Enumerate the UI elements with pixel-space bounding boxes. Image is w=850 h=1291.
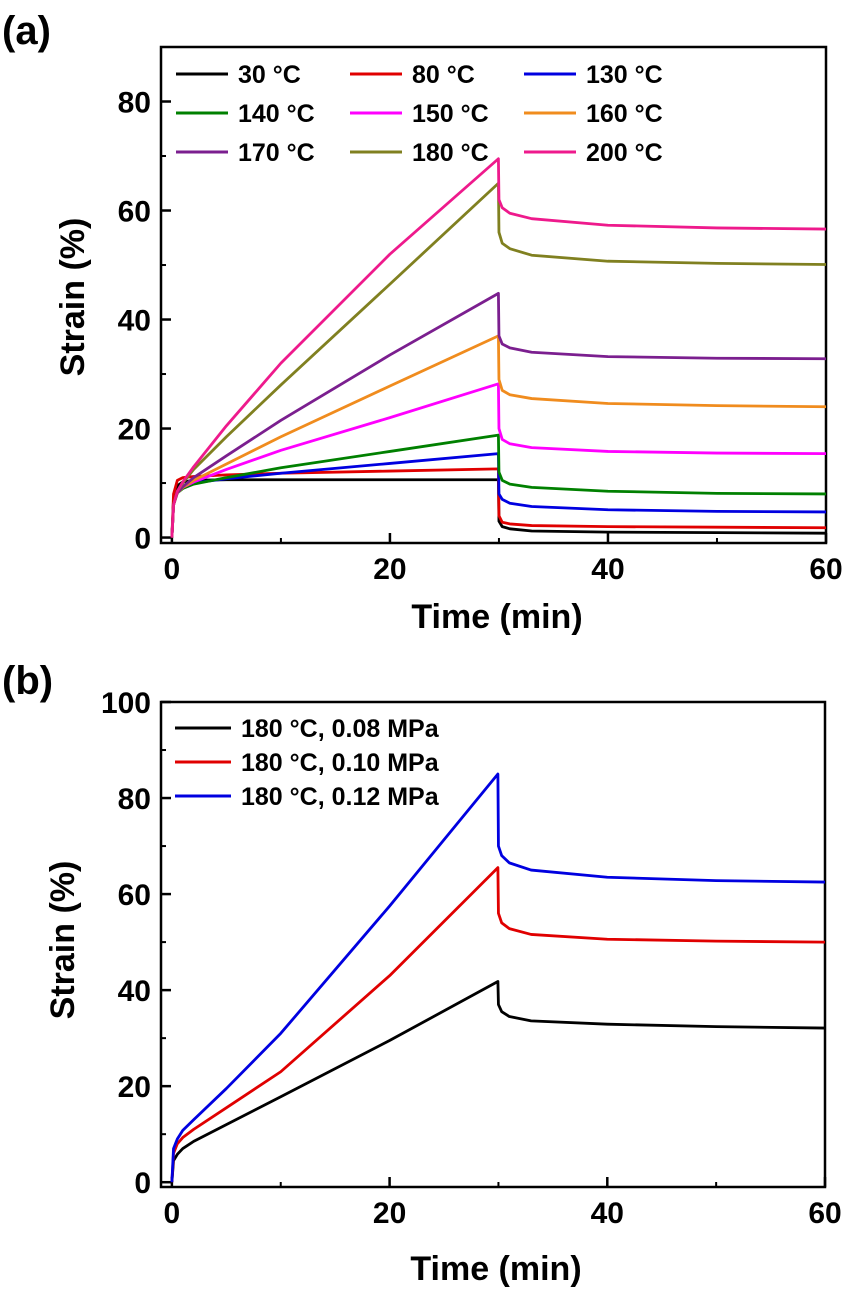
- legend-label-b-2: 180 °C, 0.12 MPa: [241, 783, 440, 811]
- x-tick-label-a: 60: [809, 553, 842, 586]
- y-tick-label-b: 40: [118, 975, 151, 1008]
- panel-b: (b) 0 20 40 60 0 20 40 60 80 100 180 °C, 0.08 MPa 1…: [2, 659, 842, 1288]
- legend-label-b-1: 180 °C, 0.10 MPa: [241, 749, 440, 777]
- y-tick-label-b: 80: [118, 783, 151, 816]
- x-tick-label-a: 0: [164, 553, 181, 586]
- x-tick-label-b: 40: [591, 1197, 624, 1230]
- series-line-b-0: [170, 980, 826, 1183]
- panel-b-ylabel: Strain (%): [44, 861, 82, 1020]
- y-tick-label-a: 0: [134, 523, 151, 556]
- panel-a: (a) 0 20 40 60 0 20 40 60 80 30 °C 80 °C 130 °C 140 …: [2, 9, 843, 636]
- legend-label-a-0: 30 °C: [238, 61, 301, 89]
- legend-label-b-0: 180 °C, 0.08 MPa: [241, 715, 440, 743]
- legend-label-a-5: 160 °C: [586, 100, 663, 128]
- plot-frame-b: [159, 700, 827, 1189]
- series-line-a-1: [170, 467, 827, 538]
- plot-a-content: 0 20 40 60 0 20 40 60 80 30 °C 80 °C 130 °C 140 °C 15…: [118, 45, 843, 586]
- series-line-a-6: [170, 291, 827, 538]
- legend-label-a-2: 130 °C: [586, 61, 663, 89]
- legend-label-a-8: 200 °C: [586, 139, 663, 167]
- y-tick-label-a: 80: [118, 87, 151, 120]
- y-tick-label-b: 100: [101, 687, 151, 720]
- series-line-a-8: [170, 157, 827, 538]
- series-line-b-1: [170, 866, 826, 1183]
- x-tick-label-b: 60: [808, 1197, 841, 1230]
- plot-frame-a: [159, 45, 828, 545]
- series-line-b-2: [170, 772, 826, 1183]
- legend-label-a-6: 170 °C: [238, 139, 315, 167]
- panel-a-label: (a): [2, 9, 51, 53]
- x-tick-label-b: 20: [373, 1197, 406, 1230]
- panel-a-xlabel: Time (min): [411, 598, 582, 636]
- x-tick-label-a: 40: [591, 553, 624, 586]
- y-tick-label-b: 0: [134, 1167, 151, 1200]
- panel-b-label: (b): [2, 659, 53, 703]
- x-tick-label-b: 0: [164, 1197, 181, 1230]
- y-tick-label-b: 60: [118, 879, 151, 912]
- y-tick-label-a: 40: [118, 305, 151, 338]
- legend-label-a-1: 80 °C: [412, 61, 475, 89]
- y-tick-label-a: 60: [118, 196, 151, 229]
- plot-b-content: 0 20 40 60 0 20 40 60 80 100 180 °C, 0.08 MPa 180 °…: [101, 687, 842, 1230]
- panel-a-ylabel: Strain (%): [54, 218, 92, 377]
- legend-label-a-4: 150 °C: [412, 100, 489, 128]
- legend-label-a-3: 140 °C: [238, 100, 315, 128]
- panel-b-xlabel: Time (min): [410, 1250, 581, 1288]
- y-tick-label-b: 20: [118, 1071, 151, 1104]
- x-tick-label-a: 20: [373, 553, 406, 586]
- legend-label-a-7: 180 °C: [412, 139, 489, 167]
- y-tick-label-a: 20: [118, 414, 151, 447]
